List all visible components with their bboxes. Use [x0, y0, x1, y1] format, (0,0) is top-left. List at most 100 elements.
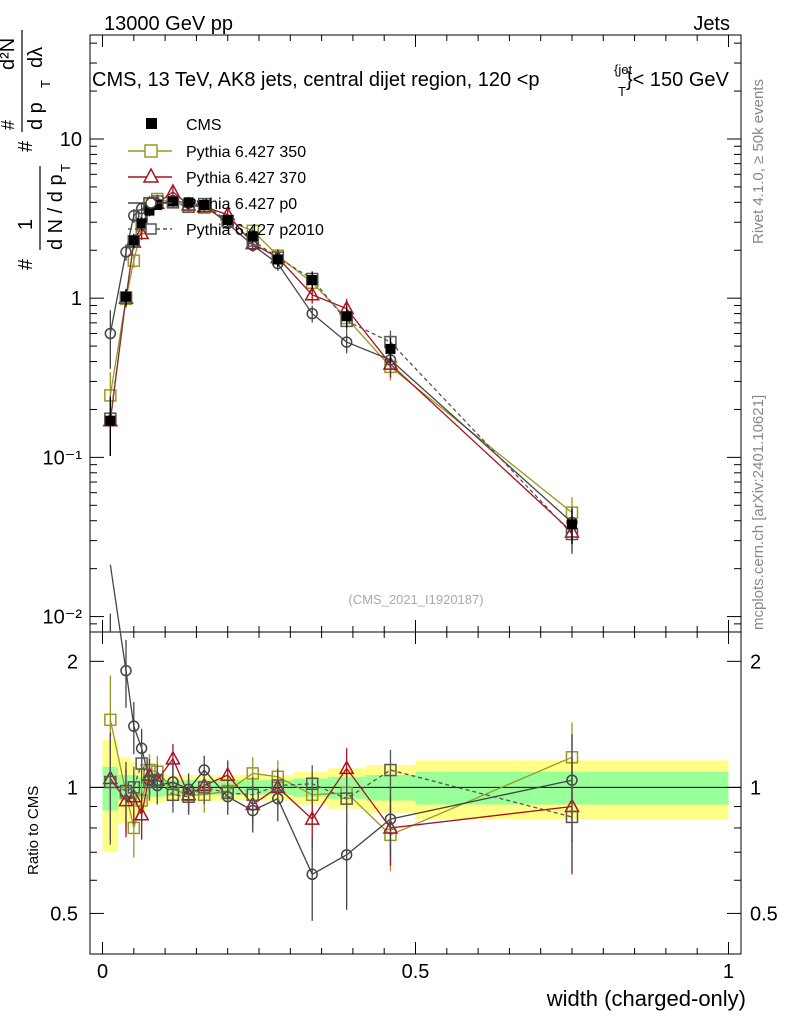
- ratio-point-3: [128, 720, 140, 732]
- point-0: [144, 205, 155, 216]
- ratio-tick-label: 2: [67, 651, 78, 673]
- ratio-tick-label-right: 1: [750, 777, 761, 799]
- ratio-point-4: [151, 773, 164, 787]
- series-layer: [102, 183, 580, 921]
- legend-marker-350: [144, 144, 158, 158]
- point-1: [127, 254, 141, 267]
- series-line-1: [109, 198, 573, 514]
- plot-title: CMS, 13 TeV, AK8 jets, central dijet reg…: [92, 69, 540, 91]
- ylabel-one: 1: [15, 219, 37, 230]
- ratio-tick-label-right: 2: [750, 651, 761, 673]
- ylabel-hash-3: #: [0, 120, 18, 130]
- legend-marker-p0: [145, 197, 157, 209]
- x-tick-label: 0.5: [402, 961, 430, 983]
- point-0: [128, 235, 139, 246]
- ratio-point-4: [305, 777, 319, 791]
- x-axis-label: width (charged-only): [546, 986, 746, 1011]
- ylabel-d2n: d²N: [0, 38, 19, 70]
- ratio-line-4: [110, 761, 573, 818]
- legend-label-p0: Pythia 6.427 p0: [186, 196, 297, 213]
- ratio-ylabel: Ratio to CMS: [25, 786, 42, 875]
- ylabel-numer-sub: T: [38, 80, 53, 88]
- ratio-point-4: [221, 786, 234, 800]
- ratio-point-2: [133, 806, 150, 821]
- ratio-point-4: [271, 779, 285, 792]
- y-tick-label: 10⁻¹: [43, 447, 83, 469]
- legend-marker-p2010: [145, 223, 157, 235]
- ratio-uncertainty-band: [102, 739, 729, 853]
- ratio-tick-label: 1: [67, 777, 78, 799]
- y-tick-label: 10: [60, 129, 82, 151]
- point-0: [199, 199, 210, 210]
- ratio-point-1: [104, 713, 117, 727]
- header-category: Jets: [693, 13, 730, 35]
- ratio-point-4: [384, 763, 397, 777]
- legend-marker-cms: [146, 118, 157, 129]
- y-tick-label: 10⁻²: [43, 607, 83, 629]
- series-line-3: [109, 199, 573, 523]
- title-tail: }< 150 GeV: [626, 69, 730, 91]
- ratio-point-4: [127, 781, 141, 794]
- point-2: [304, 286, 320, 301]
- title-subscript: T: [618, 84, 626, 99]
- ratio-point-3: [120, 664, 132, 677]
- ratio-tick-label: 0.5: [50, 903, 78, 925]
- point-0: [105, 415, 116, 426]
- rivet-label: Rivet 4.1.0, ≥ 50k events: [750, 79, 767, 244]
- series-line-2: [109, 191, 573, 533]
- point-0: [341, 311, 352, 322]
- mcplots-label: mcplots.cern.ch [arXiv:2401.10621]: [750, 395, 767, 630]
- ratio-tick-label-right: 0.5: [750, 903, 778, 925]
- axis-ticks: 0 0.5 1 10⁻² 10⁻¹ 1 10 0.5 0.5 1 1 2 2: [43, 35, 778, 983]
- ratio-point-4: [119, 784, 133, 798]
- ratio-point-3: [340, 849, 353, 861]
- series-0: [105, 196, 577, 545]
- ratio-point-4: [104, 775, 117, 789]
- ratio-point-4: [135, 757, 148, 770]
- title-main: CMS, 13 TeV, AK8 jets, central dijet reg…: [92, 69, 540, 91]
- point-0: [272, 254, 283, 265]
- ratio-point-4: [565, 810, 579, 824]
- legend-label-350: Pythia 6.427 350: [186, 144, 306, 161]
- ratio-point-2: [304, 810, 320, 825]
- ylabel-denom-sub: T: [58, 164, 73, 172]
- ratio-line-3: [109, 564, 573, 876]
- point-0: [167, 196, 178, 207]
- ratio-point-4: [166, 788, 180, 802]
- ylabel-denom: d N / d p: [45, 174, 67, 250]
- point-0: [385, 343, 396, 354]
- point-0: [152, 199, 163, 210]
- point-0: [120, 291, 131, 302]
- legend-label-p2010: Pythia 6.427 p2010: [186, 222, 324, 239]
- point-0: [136, 218, 147, 229]
- ratio-point-4: [197, 781, 211, 794]
- point-3: [120, 246, 132, 258]
- point-3: [340, 336, 353, 348]
- ylabel-hash-1: #: [15, 258, 37, 270]
- ratio-point-4: [143, 775, 156, 789]
- ratio-point-4: [246, 788, 259, 802]
- point-0: [307, 275, 318, 286]
- legend: CMS Pythia 6.427 350 Pythia 6.427 370 Py…: [128, 117, 324, 239]
- point-0: [183, 197, 194, 208]
- point-2: [133, 224, 150, 240]
- ratio-point-2: [338, 759, 355, 775]
- header-energy: 13000 GeV pp: [104, 13, 233, 35]
- legend-label-cms: CMS: [186, 117, 222, 134]
- x-tick-label: 0: [97, 961, 108, 983]
- ratio-point-4: [182, 790, 195, 803]
- ratio-point-4: [340, 792, 353, 805]
- point-0: [247, 231, 258, 242]
- ratio-point-3: [384, 813, 397, 825]
- legend-label-370: Pythia 6.427 370: [186, 170, 306, 187]
- series-line-4: [109, 200, 573, 535]
- ylabel-numer-denom: d p: [25, 102, 47, 130]
- ratio-point-3: [306, 868, 318, 881]
- analysis-watermark: (CMS_2021_I1920187): [348, 592, 483, 607]
- y-tick-label: 1: [71, 288, 82, 310]
- x-tick-label: 1: [723, 961, 734, 983]
- ratio-point-2: [165, 750, 181, 765]
- point-0: [222, 214, 233, 225]
